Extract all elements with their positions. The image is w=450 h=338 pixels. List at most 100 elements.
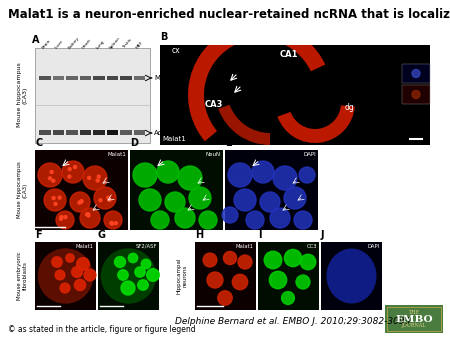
Text: THE: THE (409, 310, 419, 315)
Bar (258, 242, 319, 310)
Circle shape (70, 192, 90, 212)
Text: Malat1: Malat1 (76, 244, 94, 249)
Circle shape (88, 176, 90, 179)
Text: CC3: CC3 (306, 244, 317, 249)
Circle shape (207, 272, 223, 288)
Text: EMBO: EMBO (395, 315, 433, 324)
Text: Mouse embryonic
fibroblasts: Mouse embryonic fibroblasts (17, 251, 27, 300)
Text: Lung: Lung (95, 39, 105, 50)
Circle shape (58, 196, 61, 199)
Circle shape (118, 270, 128, 280)
Circle shape (60, 283, 70, 293)
Circle shape (189, 187, 211, 209)
Bar (39, 76, 50, 80)
Text: JOURNAL: JOURNAL (402, 323, 426, 328)
Circle shape (68, 168, 71, 171)
Circle shape (238, 255, 252, 269)
Circle shape (114, 257, 126, 267)
Text: H: H (195, 230, 203, 240)
Circle shape (99, 199, 102, 202)
Wedge shape (188, 23, 325, 141)
Circle shape (60, 216, 63, 219)
Bar (107, 130, 118, 135)
Circle shape (284, 249, 302, 267)
Circle shape (412, 91, 420, 98)
Circle shape (44, 189, 66, 211)
Circle shape (270, 208, 290, 228)
Circle shape (96, 179, 99, 182)
Circle shape (264, 251, 282, 269)
Text: cx: cx (172, 46, 180, 55)
Circle shape (62, 161, 84, 183)
Bar (93, 76, 105, 80)
Circle shape (86, 213, 89, 216)
Text: Malat1: Malat1 (162, 136, 186, 142)
Text: Malat1: Malat1 (236, 244, 254, 249)
Bar (98, 242, 159, 310)
Circle shape (218, 291, 232, 305)
Bar (402, 64, 430, 83)
Circle shape (296, 275, 310, 289)
Circle shape (294, 211, 312, 229)
Text: Malat1 is a neuron-enriched nuclear-retained ncRNA that is localized to nuclear : Malat1 is a neuron-enriched nuclear-reta… (8, 8, 450, 21)
Text: Kidney: Kidney (68, 36, 81, 50)
Circle shape (299, 167, 315, 183)
Circle shape (224, 251, 237, 265)
Circle shape (175, 208, 195, 228)
Text: Heart: Heart (81, 38, 92, 50)
Circle shape (72, 267, 82, 277)
Circle shape (246, 211, 264, 229)
Bar (120, 76, 132, 80)
Circle shape (80, 199, 83, 202)
Circle shape (252, 161, 274, 183)
Circle shape (104, 211, 122, 229)
Bar (321, 242, 382, 310)
Circle shape (234, 189, 256, 211)
Circle shape (232, 274, 248, 290)
Wedge shape (277, 105, 355, 143)
Circle shape (73, 166, 77, 169)
Text: D: D (130, 138, 138, 148)
Circle shape (52, 197, 55, 199)
Circle shape (50, 170, 53, 173)
Text: Hippocampal
neurons: Hippocampal neurons (176, 258, 187, 294)
Bar (35, 150, 128, 230)
Circle shape (55, 270, 65, 280)
Text: Liver: Liver (54, 39, 64, 50)
Circle shape (141, 259, 151, 269)
Circle shape (94, 187, 116, 209)
Bar (120, 130, 132, 135)
Bar (134, 76, 145, 80)
Circle shape (273, 166, 297, 190)
Text: E: E (225, 138, 232, 148)
Circle shape (107, 196, 110, 199)
Text: NeuN: NeuN (206, 152, 221, 157)
Bar (80, 130, 91, 135)
Circle shape (412, 70, 420, 77)
Text: Actin: Actin (154, 130, 172, 136)
Bar (80, 76, 91, 80)
Bar (160, 45, 430, 145)
Text: F: F (35, 230, 41, 240)
Circle shape (269, 271, 287, 289)
Circle shape (86, 213, 90, 216)
Bar (66, 76, 77, 80)
Circle shape (199, 211, 217, 229)
Circle shape (151, 211, 169, 229)
Circle shape (38, 163, 62, 187)
Circle shape (133, 163, 157, 187)
Text: Testis: Testis (122, 38, 133, 50)
Text: Spleen: Spleen (108, 36, 122, 50)
Text: G: G (98, 230, 106, 240)
Circle shape (157, 161, 179, 183)
Circle shape (300, 254, 316, 270)
Text: DAPI: DAPI (303, 152, 316, 157)
Bar (402, 85, 430, 104)
Text: dg: dg (345, 103, 355, 112)
Circle shape (83, 166, 107, 190)
Text: Mouse hippocampus
(CA3): Mouse hippocampus (CA3) (17, 162, 27, 218)
Circle shape (84, 269, 96, 281)
Circle shape (165, 192, 185, 212)
Text: CA1: CA1 (280, 50, 298, 59)
Circle shape (87, 214, 90, 217)
